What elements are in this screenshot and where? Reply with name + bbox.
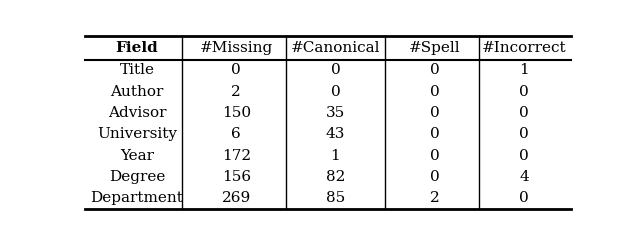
Text: 0: 0 — [430, 63, 440, 77]
Text: Department: Department — [91, 191, 184, 205]
Text: 0: 0 — [430, 149, 440, 163]
Text: 0: 0 — [430, 170, 440, 184]
Text: 6: 6 — [232, 127, 241, 141]
Text: 1: 1 — [331, 149, 340, 163]
Text: 0: 0 — [519, 149, 529, 163]
Text: 1: 1 — [519, 63, 529, 77]
Text: #Missing: #Missing — [200, 40, 273, 54]
Text: 0: 0 — [519, 127, 529, 141]
Text: 0: 0 — [430, 85, 440, 99]
Text: #Spell: #Spell — [409, 40, 460, 54]
Text: 35: 35 — [326, 106, 345, 120]
Text: 0: 0 — [232, 63, 241, 77]
Text: 2: 2 — [430, 191, 440, 205]
Text: 82: 82 — [326, 170, 345, 184]
Text: 156: 156 — [221, 170, 251, 184]
Text: Year: Year — [120, 149, 154, 163]
Text: #Incorrect: #Incorrect — [482, 40, 566, 54]
Text: 0: 0 — [331, 63, 340, 77]
Text: University: University — [97, 127, 177, 141]
Text: #Canonical: #Canonical — [291, 40, 380, 54]
Text: 0: 0 — [519, 106, 529, 120]
Text: Advisor: Advisor — [108, 106, 166, 120]
Text: 0: 0 — [430, 127, 440, 141]
Text: 269: 269 — [221, 191, 251, 205]
Text: 0: 0 — [430, 106, 440, 120]
Text: 0: 0 — [519, 191, 529, 205]
Text: 4: 4 — [519, 170, 529, 184]
Text: Degree: Degree — [109, 170, 165, 184]
Text: 85: 85 — [326, 191, 345, 205]
Text: 0: 0 — [331, 85, 340, 99]
Text: Field: Field — [116, 40, 159, 54]
Text: 150: 150 — [221, 106, 251, 120]
Text: Author: Author — [110, 85, 164, 99]
Text: 2: 2 — [232, 85, 241, 99]
Text: 43: 43 — [326, 127, 345, 141]
Text: 172: 172 — [221, 149, 251, 163]
Text: 0: 0 — [519, 85, 529, 99]
Text: Title: Title — [120, 63, 154, 77]
